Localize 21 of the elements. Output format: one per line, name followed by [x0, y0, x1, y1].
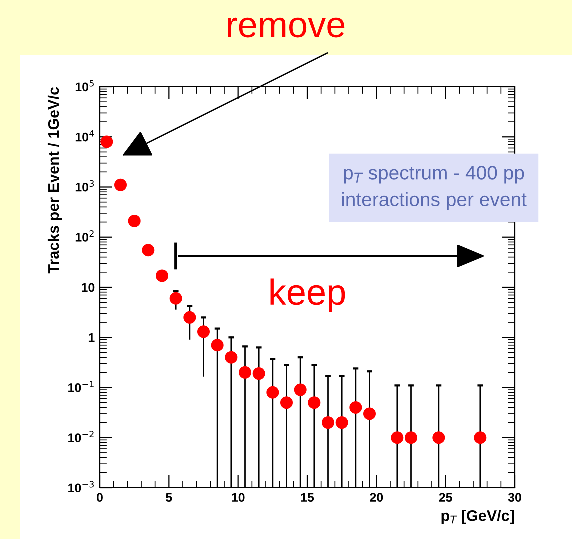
annotation: keep	[270, 278, 346, 312]
x-tick-label: 25	[439, 493, 452, 502]
y-tick-label: 10$^{−2}$	[68, 431, 94, 442]
x-tick-label: 0	[97, 493, 103, 502]
y-tick-label: 10$^{3}$	[76, 180, 94, 192]
y-tick-label: 10$^{2}$	[76, 230, 94, 242]
y-axis-title: Tracks per Event / 1GeV/c	[48, 87, 62, 274]
x-tick-label: 30	[508, 493, 522, 502]
y-tick-label: 10$^{4}$	[76, 130, 94, 142]
text: remove	[228, 18, 345, 38]
y-tick-label: 10$^{−3}$	[68, 481, 94, 493]
y-tick-label: 10	[82, 283, 95, 292]
x-tick-label: 15	[301, 493, 314, 502]
y-tick-label: 1	[88, 334, 95, 342]
x-tick-label: 5	[166, 493, 172, 502]
x-tick-label: 20	[370, 493, 384, 502]
x-axis-title: p$_{T}$ [GeV/c]	[442, 510, 514, 524]
y-tick-label: 10$^{5}$	[76, 80, 94, 92]
x-tick-label: 10	[232, 493, 245, 502]
annotation: p$_{T}$ spectrum - 400 pp interactions per event	[342, 166, 527, 210]
y-tick-label: 10$^{−1}$	[68, 381, 94, 392]
